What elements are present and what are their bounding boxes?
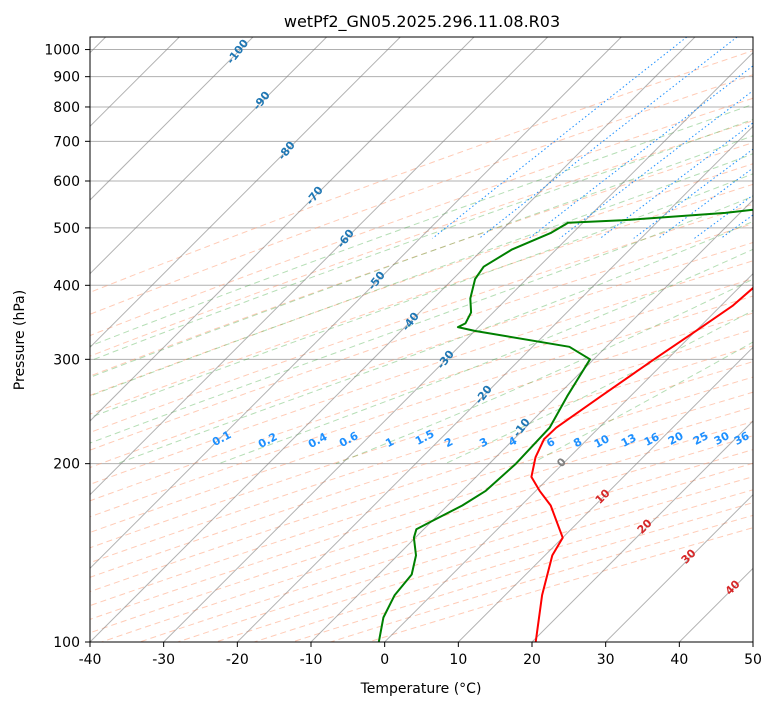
temperature-profile: [530, 286, 753, 642]
plot-area: -100-90-80-70-60-50-40-30-20-100.1 0.2 0.4…: [90, 37, 753, 642]
mixing-ratio-label: 13: [619, 431, 639, 450]
plot-frame: [89, 36, 754, 643]
x-tick-label: 40: [670, 652, 688, 668]
y-tick-label: 900: [53, 70, 80, 86]
profile-series: [377, 208, 753, 642]
x-tick-label: 30: [597, 652, 615, 668]
y-tick-label: 600: [53, 174, 80, 190]
y-axis-label: Pressure (hPa): [12, 290, 28, 390]
grid-layer: [90, 49, 753, 642]
y-tick-label: 100: [53, 635, 80, 651]
mixing-ratio-line: [658, 167, 753, 239]
x-tick-label: 10: [449, 652, 467, 668]
dry-adiabat: [90, 97, 753, 337]
mixing-ratio-label: 16: [642, 430, 662, 449]
dry-adiabat: [90, 74, 753, 315]
mixing-ratio-lines: [432, 37, 753, 239]
mixing-ratio-label: 36: [732, 429, 752, 448]
skewed-isotherm: [310, 199, 753, 642]
skewed-isotherm: [163, 51, 753, 642]
skewed-isotherm: [90, 37, 401, 349]
y-tick-label: 200: [53, 457, 80, 473]
y-tick-label: 300: [53, 352, 80, 368]
moist-adiabats: [90, 103, 753, 465]
dry-adiabat: [90, 361, 753, 578]
y-axis-ticks: 100 200 300 400 500 600 700 800 900 1000: [44, 43, 90, 651]
mixing-ratio-label: 10: [592, 432, 612, 451]
moist-adiabat: [335, 278, 753, 465]
dry-adiabat: [90, 163, 753, 396]
x-tick-label: -30: [152, 652, 175, 668]
dry-adiabat: [90, 278, 753, 502]
dry-adiabat: [90, 50, 753, 293]
dry-adiabat: [90, 223, 753, 451]
skewed-isotherm: [236, 125, 753, 642]
dry-adiabat: [90, 312, 753, 533]
skewed-isotherm: [90, 37, 549, 496]
moist-adiabat: [90, 173, 753, 419]
dry-adiabat: [90, 391, 753, 607]
x-tick-label: -20: [226, 652, 249, 668]
x-tick-label: -10: [300, 652, 323, 668]
x-tick-label: 0: [380, 652, 389, 668]
dry-adiabat: [90, 329, 753, 549]
skewed-isotherm: [531, 420, 753, 642]
x-tick-label: 20: [523, 652, 541, 668]
y-tick-label: 700: [53, 134, 80, 150]
x-axis-label: Temperature (°C): [360, 681, 482, 697]
mixing-ratio-label: 20: [666, 429, 686, 448]
moist-adiabat: [218, 248, 753, 465]
x-tick-label: 50: [744, 652, 762, 668]
moist-adiabat: [90, 118, 753, 362]
mixing-ratio-line: [478, 37, 738, 239]
dry-adiabat: [90, 142, 753, 377]
moist-adiabat: [90, 135, 753, 378]
mixing-ratio-label: 30: [712, 429, 732, 448]
y-tick-label: 500: [53, 221, 80, 237]
mixing-ratio-label: 25: [691, 429, 711, 448]
moist-adiabat: [90, 153, 753, 397]
skewed-isotherm: [384, 272, 753, 642]
chart-title: wetPf2_GN05.2025.296.11.08.R03: [284, 12, 560, 32]
x-axis-ticks: -40 -30 -20 -10 0 10 20 30 40 50: [79, 642, 762, 668]
y-tick-label: 1000: [44, 43, 80, 59]
skewed-isotherm: [90, 37, 475, 422]
skewed-isotherm: [90, 37, 622, 570]
y-tick-label: 400: [53, 278, 80, 294]
dry-adiabat: [90, 183, 753, 415]
x-tick-label: -40: [79, 652, 102, 668]
y-tick-label: 800: [53, 100, 80, 116]
moist-adiabat: [90, 195, 753, 444]
skewed-isotherm: [457, 346, 753, 642]
skewed-isotherms: [90, 37, 753, 642]
dewpoint-profile: [377, 208, 753, 642]
skewed-isotherm: [605, 493, 753, 642]
skewed-isotherm: [90, 37, 696, 642]
skewed-isotherm: [90, 37, 328, 275]
skewed-isotherm: [90, 37, 254, 201]
mixing-ratio-line: [559, 90, 753, 239]
